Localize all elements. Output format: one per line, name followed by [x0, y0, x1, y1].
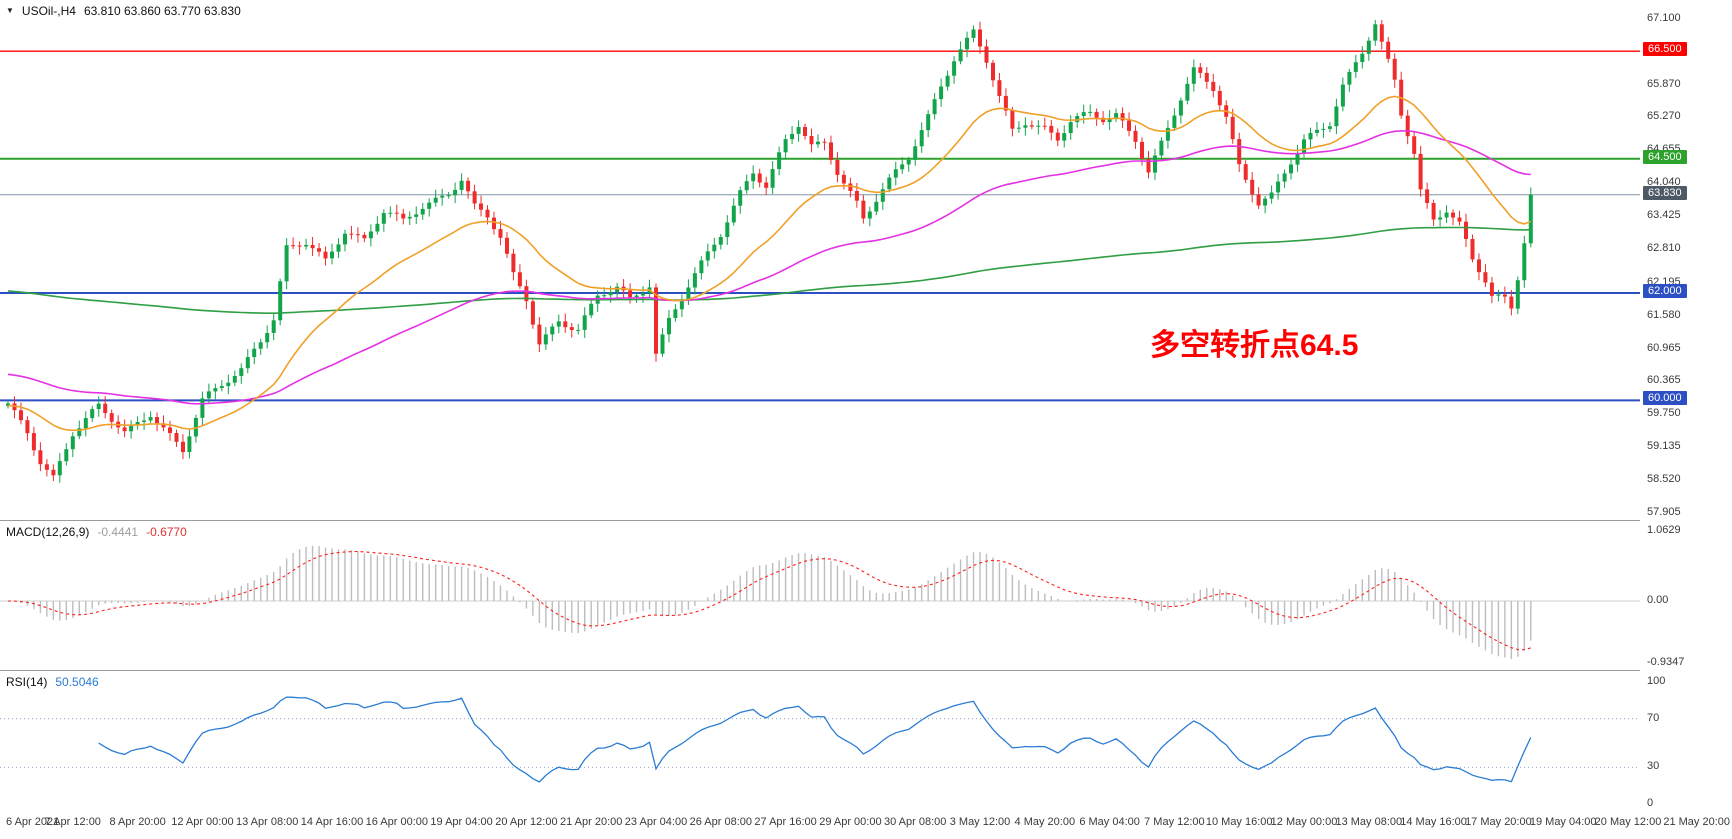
time-label-22: 14 May 16:00: [1400, 816, 1467, 828]
price-tick-67.100: 67.100: [1647, 12, 1681, 24]
price-tick-62.810: 62.810: [1647, 242, 1681, 255]
price-tick-61.580: 61.580: [1647, 308, 1681, 321]
time-label-13: 29 Apr 00:00: [819, 816, 882, 828]
chart-marker-icon: ▼: [6, 6, 14, 15]
price-tick-59.750: 59.750: [1647, 406, 1681, 419]
price-badge-60.000: 60.000: [1643, 391, 1687, 406]
horizontal-lines-layer: [0, 50, 1640, 402]
time-label-1: 7 Apr 12:00: [44, 816, 101, 828]
macd-indicator-label: MACD(12,26,9): [6, 525, 90, 539]
rsi-tick-30: 30: [1647, 760, 1660, 773]
rsi-indicator-label: RSI(14): [6, 675, 48, 689]
panel-divider[interactable]: [0, 670, 1732, 671]
time-label-0: 6 Apr 2021: [6, 816, 60, 828]
rsi-chart-area[interactable]: [0, 670, 1640, 807]
price-chart-area[interactable]: [0, 0, 1640, 520]
time-axis[interactable]: 6 Apr 2021 7 Apr 12:00 8 Apr 20:00 12 Apr 0…: [0, 807, 1732, 839]
time-label-14: 30 Apr 08:00: [883, 816, 947, 828]
price-tick-60.965: 60.965: [1647, 341, 1681, 354]
time-label-15: 3 May 12:00: [949, 816, 1011, 828]
time-label-23: 17 May 20:00: [1465, 816, 1532, 828]
price-tick-60.365: 60.365: [1647, 373, 1681, 386]
price-axis[interactable]: 67.10065.87065.27064.65564.04063.42562.8…: [1640, 0, 1732, 839]
price-tick-57.905: 57.905: [1647, 506, 1681, 518]
time-label-3: 12 Apr 00:00: [171, 816, 234, 828]
macd-tick-1.0629: 1.0629: [1647, 523, 1681, 536]
chart-annotation-text: 多空转折点64.5: [1150, 329, 1359, 362]
rsi-tick-70: 70: [1647, 711, 1660, 724]
price-badge-62.000: 62.000: [1643, 283, 1687, 298]
price-tick-65.870: 65.870: [1647, 78, 1681, 91]
macd-chart-area[interactable]: [0, 520, 1640, 670]
time-label-5: 14 Apr 16:00: [300, 816, 364, 828]
time-label-12: 27 Apr 16:00: [754, 816, 817, 828]
rsi-tick-100: 100: [1647, 675, 1666, 687]
rsi-label-row: RSI(14) 50.5046: [6, 675, 99, 689]
macd-signal-line: [7, 550, 1531, 651]
time-label-17: 6 May 04:00: [1079, 816, 1140, 828]
fast-ma-line: [7, 95, 1532, 432]
macd-main-value: -0.4441: [97, 525, 139, 539]
time-label-18: 7 May 12:00: [1144, 816, 1205, 828]
time-label-24: 19 May 04:00: [1529, 816, 1597, 828]
macd-label-row: MACD(12,26,9) -0.4441 -0.6770: [6, 525, 187, 539]
candles-layer: [6, 20, 1533, 483]
macd-tick--0.9347: -0.9347: [1647, 655, 1685, 668]
time-label-8: 20 Apr 12:00: [495, 816, 558, 828]
rsi-tick-0: 0: [1647, 797, 1654, 809]
price-badge-66.500: 66.500: [1643, 42, 1687, 57]
time-label-4: 13 Apr 08:00: [235, 816, 299, 828]
time-label-20: 12 May 00:00: [1270, 816, 1338, 828]
price-tick-65.270: 65.270: [1647, 110, 1681, 123]
time-label-6: 16 Apr 00:00: [365, 816, 428, 828]
chart-title-bar: ▼ USOil-,H4 63.810 63.860 63.770 63.830: [6, 4, 241, 18]
panel-divider[interactable]: [0, 520, 1732, 521]
time-label-9: 21 Apr 20:00: [559, 816, 623, 828]
time-label-16: 4 May 20:00: [1014, 816, 1076, 828]
macd-histogram: [13, 545, 1532, 659]
macd-tick-0.00: 0.00: [1647, 594, 1669, 606]
price-badge-64.500: 64.500: [1643, 149, 1687, 164]
price-tick-59.135: 59.135: [1647, 439, 1681, 452]
time-label-2: 8 Apr 20:00: [109, 816, 166, 828]
time-label-25: 20 May 12:00: [1594, 816, 1662, 828]
slow-ma-line: [7, 226, 1531, 314]
mid-ma-line: [7, 130, 1531, 405]
time-label-10: 23 Apr 04:00: [624, 816, 688, 828]
time-label-21: 13 May 08:00: [1335, 816, 1403, 828]
time-label-26: 21 May 20:00: [1663, 816, 1730, 828]
price-badge-63.830: 63.830: [1643, 185, 1687, 200]
time-label-11: 26 Apr 08:00: [689, 816, 752, 828]
rsi-line: [98, 696, 1532, 783]
symbol-period-label: USOil-,H4: [21, 4, 76, 18]
time-label-7: 19 Apr 04:00: [430, 816, 493, 828]
rsi-value: 50.5046: [55, 675, 99, 689]
macd-signal-value: -0.6770: [146, 525, 187, 539]
price-tick-63.425: 63.425: [1647, 209, 1681, 222]
time-label-19: 10 May 16:00: [1205, 816, 1273, 828]
price-tick-64.040: 64.040: [1647, 176, 1681, 189]
price-tick-58.520: 58.520: [1647, 472, 1681, 485]
ohlc-values: 63.810 63.860 63.770 63.830: [83, 4, 241, 18]
